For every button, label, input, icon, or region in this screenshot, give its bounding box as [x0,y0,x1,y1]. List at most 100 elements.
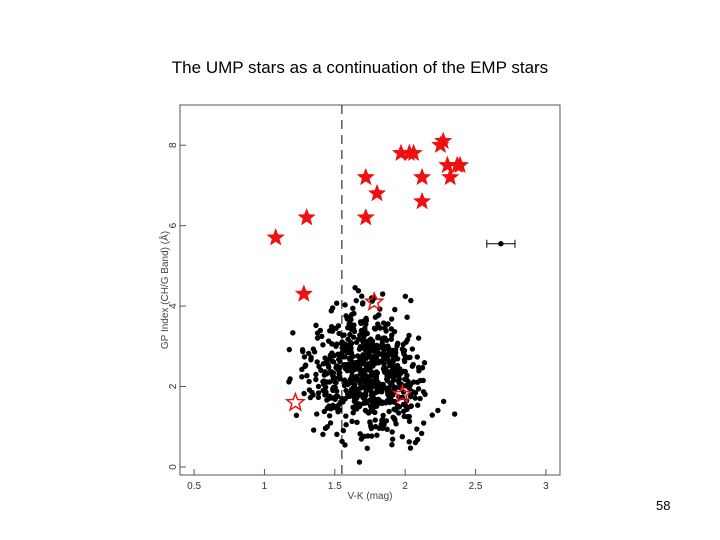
background-star-point [364,445,370,452]
background-star-point [383,337,390,343]
background-star-point [351,322,357,328]
background-star-point [404,314,410,320]
ump-star-filled [433,131,453,150]
background-star-point [347,314,353,320]
background-star-point [299,366,305,373]
background-star-point [351,404,358,411]
background-star-point [371,355,377,362]
background-star-point [315,390,322,396]
background-star-point [350,410,356,416]
y-tick-label: 6 [168,222,179,228]
background-star-point [314,411,320,417]
background-star-point [390,351,396,358]
background-star-point [374,432,380,438]
background-star-point [343,387,349,394]
background-star-point [435,407,441,414]
background-star-point [375,312,381,319]
background-star-point [327,369,333,376]
background-star-point [379,416,386,423]
background-star-point [329,328,336,334]
background-star-point [326,379,333,385]
background-star-point [415,335,422,341]
background-star-point [369,383,375,389]
background-star-point [320,387,326,394]
background-star-point [349,372,355,379]
background-star-point [313,322,319,329]
background-star-point [359,293,365,299]
background-star-point [313,376,319,383]
background-star-point [324,424,330,430]
background-star-point [356,459,363,465]
background-star-point [349,418,355,425]
background-star-point [339,438,345,445]
background-star-point [342,366,349,372]
background-star-point [414,354,420,360]
background-star-point [399,433,406,440]
background-star-point [390,362,397,368]
background-star-point [368,423,374,429]
x-axis-ticks: 0.5 1 1.5 2 2.5 3 [187,469,549,492]
background-star-point [354,373,360,379]
background-star-point [415,386,422,392]
background-star-point [372,348,378,354]
background-star-point [362,367,368,373]
background-star-point [376,382,382,388]
background-star-point [389,332,395,338]
background-star-point [287,376,293,382]
background-star-point [369,340,375,347]
background-star-point [336,401,343,407]
background-star-point [389,441,395,448]
background-star-point [333,343,339,349]
background-star-point [342,302,348,308]
background-star-point [416,368,422,374]
background-star-point [391,415,397,421]
background-star-point [365,351,371,357]
background-star-point [415,402,421,408]
background-star-point [361,333,367,340]
background-star-point [286,346,292,353]
background-star-point [363,399,369,405]
background-star-point [396,380,402,386]
background-star-point [336,356,342,362]
background-star-point [451,411,458,417]
background-star-point [417,377,424,384]
background-star-point [344,349,351,356]
scatter-chart: 0.5 1 1.5 2 2.5 3 0 2 4 6 8 V-K (mag) GP Index (C… [158,104,561,502]
background-star-point [320,431,326,438]
background-star-point [399,346,406,352]
background-star-point [388,316,395,322]
background-star-point [381,367,388,374]
background-star-point [335,323,342,329]
background-star-point [358,436,365,442]
background-star-point [371,372,377,379]
background-star-point [326,413,333,419]
background-star-point [357,367,363,373]
background-star-point [315,394,322,401]
background-star-point [299,347,306,353]
ump-star-open [391,383,413,404]
background-star-point [406,332,412,339]
background-star-point [306,387,313,393]
background-star-point [357,431,363,437]
background-star-point [389,436,396,442]
background-star-point [388,369,394,376]
background-star-point [401,351,407,357]
ump-star-filled [356,167,375,186]
background-star-point [354,395,360,401]
background-star-point [387,380,394,386]
background-star-point [353,359,359,366]
background-star-point [382,325,388,331]
ump-star-filled [367,183,387,202]
background-star-point [362,329,368,335]
background-star-point [350,305,356,312]
background-star-point [440,398,447,405]
background-star-point [310,346,317,352]
background-star-point [420,420,427,426]
background-star-point [370,363,376,369]
x-axis-label: V-K (mag) [347,491,392,502]
background-star-point [417,395,423,402]
background-star-point [314,335,321,341]
background-star-point [396,376,402,382]
background-star-point [359,372,365,378]
background-star-point [356,355,363,361]
